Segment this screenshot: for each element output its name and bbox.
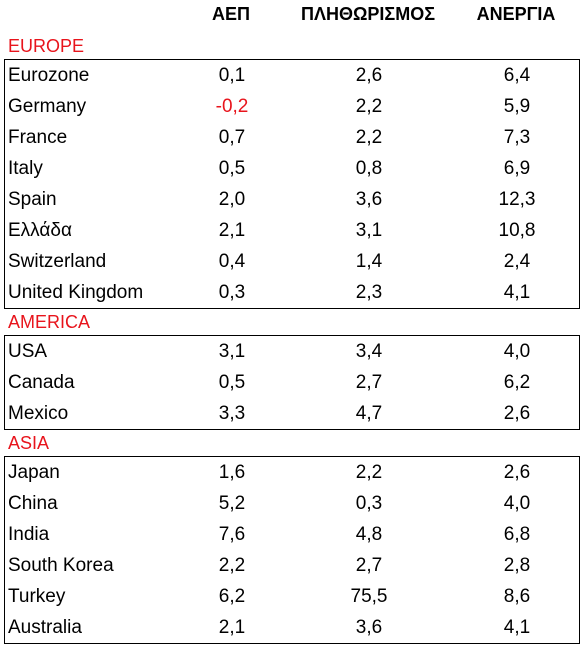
region-group-america: USA 3,1 3,4 4,0 Canada 0,5 2,7 6,2 Mexico 3,3 4,7 2…: [4, 335, 580, 430]
unemployment-value: 6,9: [503, 158, 531, 179]
country-name: India: [8, 524, 50, 545]
gdp-value: 7,6: [218, 524, 246, 545]
gdp-value: 2,2: [218, 555, 246, 576]
country-name: Switzerland: [8, 251, 107, 272]
unemployment-value: 4,1: [503, 282, 531, 303]
inflation-value: 0,8: [355, 158, 383, 179]
unemployment-value: 7,3: [503, 127, 531, 148]
inflation-value: 0,3: [355, 493, 383, 514]
gdp-value: 3,1: [218, 341, 246, 362]
unemployment-value: 4,0: [503, 493, 531, 514]
unemployment-value: 12,3: [498, 189, 536, 210]
table-row: France 0,7 2,2 7,3: [5, 122, 579, 153]
gdp-value: 0,4: [218, 251, 246, 272]
country-name: Mexico: [8, 403, 69, 424]
country-name: China: [8, 493, 58, 514]
inflation-value: 3,6: [355, 189, 383, 210]
country-name: United Kingdom: [8, 282, 144, 303]
gdp-value: 0,5: [218, 158, 246, 179]
unemployment-value: 2,4: [503, 251, 531, 272]
country-name: USA: [8, 341, 48, 362]
region-label-asia: ASIA: [8, 433, 50, 453]
region-group-europe: Eurozone 0,1 2,6 6,4 Germany -0,2 2,2 5,9 France…: [4, 59, 580, 309]
gdp-value: -0,2: [215, 96, 249, 117]
gdp-value: 0,1: [218, 65, 246, 86]
gdp-value: 0,5: [218, 372, 246, 393]
unemployment-value: 8,6: [503, 586, 531, 607]
table-row: Switzerland 0,4 1,4 2,4: [5, 246, 579, 277]
header-unemployment: ΑΝΕΡΓΙΑ: [476, 4, 556, 24]
table-row: China 5,2 0,3 4,0: [5, 488, 579, 519]
unemployment-value: 2,8: [503, 555, 531, 576]
gdp-value: 6,2: [218, 586, 246, 607]
region-label-europe: EUROPE: [8, 36, 85, 56]
inflation-value: 3,6: [355, 617, 383, 638]
table-row: Ελλάδα 2,1 3,1 10,8: [5, 215, 579, 246]
gdp-value: 2,1: [218, 617, 246, 638]
table-row: Germany -0,2 2,2 5,9: [5, 91, 579, 122]
unemployment-value: 6,8: [503, 524, 531, 545]
country-name: South Korea: [8, 555, 114, 576]
country-name: Australia: [8, 617, 82, 638]
inflation-value: 4,7: [355, 403, 383, 424]
country-name: Canada: [8, 372, 75, 393]
gdp-value: 1,6: [218, 462, 246, 483]
inflation-value: 2,2: [355, 127, 383, 148]
table-row: Australia 2,1 3,6 4,1: [5, 612, 579, 643]
unemployment-value: 10,8: [498, 220, 536, 241]
country-name: Turkey: [8, 586, 66, 607]
country-name: Japan: [8, 462, 60, 483]
gdp-value: 5,2: [218, 493, 246, 514]
table-row: Spain 2,0 3,6 12,3: [5, 184, 579, 215]
region-group-asia: Japan 1,6 2,2 2,6 China 5,2 0,3 4,0 India 7,6 4,8 6…: [4, 456, 580, 644]
gdp-value: 0,7: [218, 127, 246, 148]
inflation-value: 2,2: [355, 96, 383, 117]
table-row: Turkey 6,2 75,5 8,6: [5, 581, 579, 612]
gdp-value: 3,3: [218, 403, 246, 424]
inflation-value: 4,8: [355, 524, 383, 545]
gdp-value: 0,3: [218, 282, 246, 303]
unemployment-value: 6,4: [503, 65, 531, 86]
region-label-america: AMERICA: [8, 312, 91, 332]
unemployment-value: 4,0: [503, 341, 531, 362]
table-row: Canada 0,5 2,7 6,2: [5, 367, 579, 398]
table-row: South Korea 2,2 2,7 2,8: [5, 550, 579, 581]
inflation-value: 2,3: [355, 282, 383, 303]
unemployment-value: 6,2: [503, 372, 531, 393]
unemployment-value: 4,1: [503, 617, 531, 638]
header-inflation: ΠΛΗΘΩΡΙΣΜΟΣ: [300, 4, 436, 24]
country-name: Italy: [8, 158, 43, 179]
country-name: Spain: [8, 189, 57, 210]
table-row: USA 3,1 3,4 4,0: [5, 336, 579, 367]
header-gdp: ΑΕΠ: [211, 4, 250, 24]
inflation-value: 2,6: [355, 65, 383, 86]
inflation-value: 2,2: [355, 462, 383, 483]
country-name: France: [8, 127, 68, 148]
table-row: Italy 0,5 0,8 6,9: [5, 153, 579, 184]
table-row: Eurozone 0,1 2,6 6,4: [5, 60, 579, 91]
table-row: Japan 1,6 2,2 2,6: [5, 457, 579, 488]
inflation-value: 1,4: [355, 251, 383, 272]
gdp-value: 2,1: [218, 220, 246, 241]
inflation-value: 3,4: [355, 341, 383, 362]
inflation-value: 75,5: [350, 586, 388, 607]
unemployment-value: 2,6: [503, 462, 531, 483]
inflation-value: 3,1: [355, 220, 383, 241]
gdp-value: 2,0: [218, 189, 246, 210]
country-name: Ελλάδα: [8, 220, 72, 241]
country-name: Germany: [8, 96, 87, 117]
inflation-value: 2,7: [355, 372, 383, 393]
unemployment-value: 5,9: [503, 96, 531, 117]
column-header-row: ΑΕΠ ΠΛΗΘΩΡΙΣΜΟΣ ΑΝΕΡΓΙΑ: [0, 0, 587, 32]
inflation-value: 2,7: [355, 555, 383, 576]
country-name: Eurozone: [8, 65, 90, 86]
unemployment-value: 2,6: [503, 403, 531, 424]
table-row: United Kingdom 0,3 2,3 4,1: [5, 277, 579, 308]
table-row: Mexico 3,3 4,7 2,6: [5, 398, 579, 429]
table-row: India 7,6 4,8 6,8: [5, 519, 579, 550]
